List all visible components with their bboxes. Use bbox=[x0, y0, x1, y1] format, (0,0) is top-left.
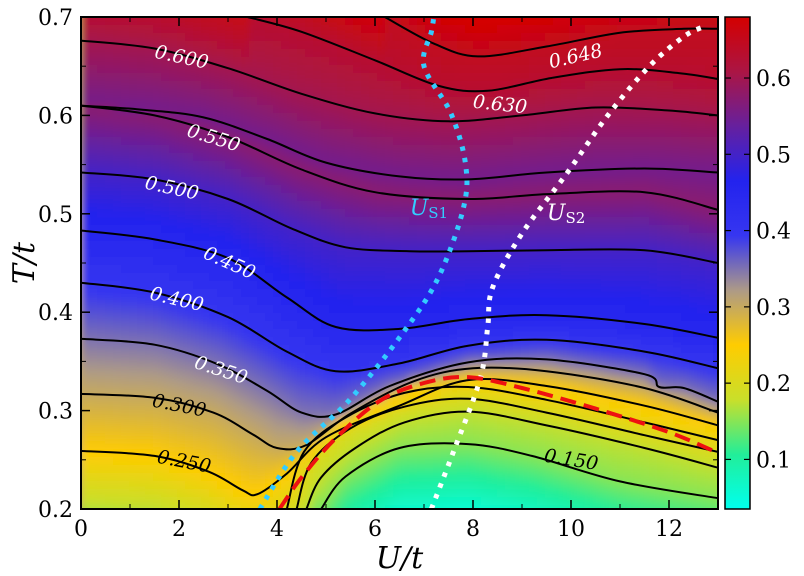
x-tick-label: 8 bbox=[466, 517, 480, 542]
y-tick-label: 0.6 bbox=[38, 104, 73, 129]
contour-line bbox=[81, 378, 718, 497]
y-tick-label: 0.7 bbox=[38, 6, 73, 31]
dashed-boundary-line bbox=[277, 374, 718, 509]
x-tick-label: 12 bbox=[655, 517, 683, 542]
contour-line bbox=[81, 281, 718, 373]
x-axis: 0 2 4 6 8 10 12 bbox=[74, 17, 683, 542]
contour-line bbox=[81, 104, 718, 211]
x-axis-title: U/t bbox=[376, 541, 424, 576]
colorbar-tick-label: 0.5 bbox=[756, 143, 791, 168]
colorbar-gradient bbox=[725, 17, 750, 509]
colorbar-tick-label: 0.4 bbox=[756, 220, 791, 245]
contour-line bbox=[81, 366, 718, 451]
colorbar-tick-label: 0.1 bbox=[756, 448, 791, 473]
contour-line bbox=[81, 229, 718, 339]
contour-line bbox=[81, 39, 718, 123]
x-tick-label: 0 bbox=[74, 517, 88, 542]
y-axis-title: T/t bbox=[7, 241, 42, 284]
colorbar: 0.1 0.2 0.3 0.4 0.5 0.6 bbox=[724, 16, 791, 510]
contour-line bbox=[384, 17, 718, 58]
contour-line bbox=[81, 104, 718, 181]
boundary-labels: US1 US2 bbox=[410, 196, 586, 227]
y-tick-label: 0.4 bbox=[38, 301, 73, 326]
contour-line bbox=[305, 410, 718, 509]
boundary-label-main: U bbox=[547, 201, 567, 226]
x-tick-label: 2 bbox=[172, 517, 186, 542]
contour-line bbox=[81, 171, 718, 264]
contour-line bbox=[247, 17, 718, 93]
y-tick-label: 0.5 bbox=[38, 203, 73, 228]
phase-boundaries bbox=[257, 17, 718, 509]
boundary-line-s2 bbox=[429, 24, 705, 509]
contour-line bbox=[81, 337, 718, 418]
x-tick-label: 6 bbox=[368, 517, 382, 542]
colorbar-tick-label: 0.2 bbox=[756, 372, 791, 397]
boundary-label-subscript: S2 bbox=[565, 209, 585, 227]
colorbar-tick-label: 0.6 bbox=[756, 67, 791, 92]
y-tick-label: 0.3 bbox=[38, 400, 73, 425]
contour-line bbox=[295, 397, 718, 509]
y-tick-label: 0.2 bbox=[38, 498, 73, 523]
boundary-label-s2: US2 bbox=[547, 201, 585, 227]
y-axis: 0.2 0.3 0.4 0.5 0.6 0.7 bbox=[38, 6, 718, 523]
boundary-label-subscript: S1 bbox=[428, 204, 448, 222]
x-tick-label: 4 bbox=[270, 517, 284, 542]
x-tick-label: 10 bbox=[557, 517, 585, 542]
colorbar-frame bbox=[724, 16, 751, 510]
colorbar-tick-label: 0.3 bbox=[756, 296, 791, 321]
boundary-label-main: U bbox=[410, 196, 430, 221]
heatmap bbox=[81, 17, 718, 509]
boundary-label-s1: US1 bbox=[410, 196, 448, 222]
contour-line bbox=[320, 442, 718, 509]
